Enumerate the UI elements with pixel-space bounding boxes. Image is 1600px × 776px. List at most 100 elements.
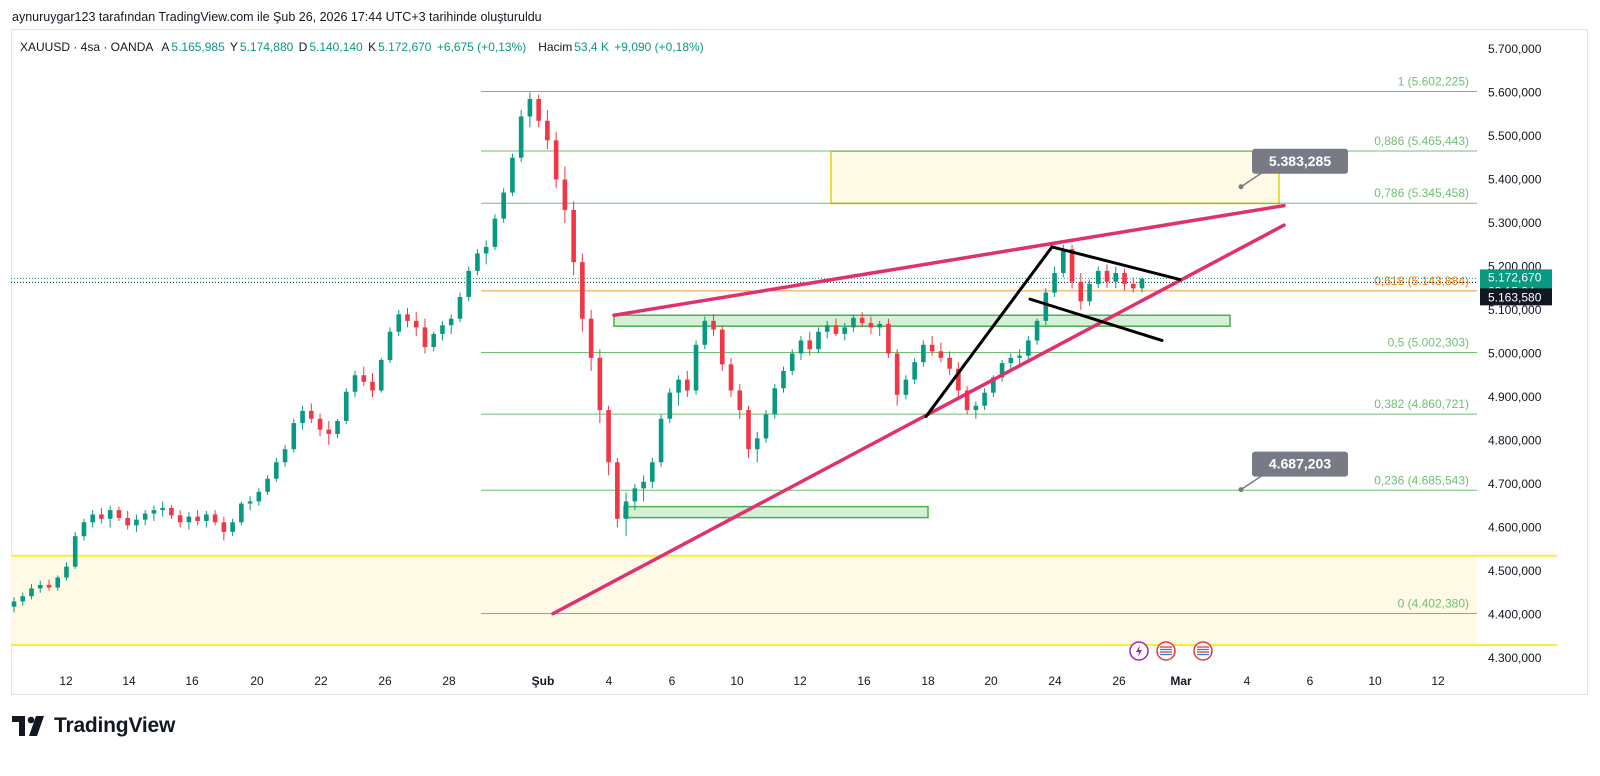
- candle-body: [55, 577, 61, 588]
- candle-body: [650, 462, 655, 482]
- candle-body: [571, 209, 576, 263]
- candle-body: [527, 99, 533, 117]
- x-tick-label: 26: [1112, 674, 1126, 688]
- us-flag-event-icon[interactable]: [1193, 641, 1213, 661]
- y-tick-label: 4.700,000: [1488, 477, 1542, 491]
- candle-body: [702, 320, 708, 345]
- candle-body: [343, 391, 349, 421]
- candle-body: [387, 331, 393, 361]
- candle-body: [833, 325, 839, 334]
- price-callout-label: 4.687,203: [1269, 456, 1331, 472]
- flag-lower-line[interactable]: [1028, 297, 1164, 342]
- price-callout[interactable]: [1252, 148, 1348, 174]
- x-tick-label: 10: [730, 674, 744, 688]
- candle-body: [483, 246, 489, 254]
- y-tick-label: 5.100,000: [1488, 303, 1542, 317]
- close-value: 5.172,670: [378, 40, 432, 54]
- candle-body: [413, 320, 419, 328]
- candle-body: [685, 379, 690, 391]
- y-tick-label: 5.700,000: [1488, 42, 1542, 56]
- candle-body: [1017, 355, 1022, 358]
- fib-level-label: 0,618 (5.143,884): [1374, 274, 1469, 288]
- fib-level-label: 0,382 (4.860,721): [1374, 397, 1469, 411]
- candle-body: [274, 462, 279, 479]
- y-tick-label: 5.400,000: [1488, 173, 1542, 187]
- tradingview-brand[interactable]: TradingView: [12, 714, 175, 738]
- candle-body: [711, 320, 716, 330]
- x-tick-label: 6: [1307, 674, 1314, 688]
- candle-body: [492, 218, 498, 247]
- supply-demand-zone: [831, 151, 1279, 204]
- candle-body: [912, 362, 917, 380]
- candle-body: [728, 364, 734, 391]
- candle-body: [309, 410, 314, 419]
- open-value: 5.165,985: [171, 40, 225, 54]
- candle-body: [798, 340, 804, 354]
- x-tick-label: 24: [1048, 674, 1062, 688]
- candle-body: [107, 510, 113, 519]
- candle-body: [361, 375, 367, 382]
- candle-body: [1043, 292, 1049, 321]
- candle-body: [405, 314, 410, 321]
- flagpole-line[interactable]: [924, 245, 1054, 419]
- support-zone: [623, 505, 929, 519]
- candle-body: [667, 392, 673, 419]
- line-price-tag: [1480, 288, 1552, 306]
- wedge-upper-trendline[interactable]: [612, 203, 1286, 317]
- tradingview-logo-icon: [12, 716, 44, 736]
- candle-body: [81, 522, 87, 537]
- x-tick-label: Mar: [1170, 674, 1192, 688]
- x-tick-label: 20: [250, 674, 264, 688]
- candle-body: [230, 522, 235, 532]
- x-tick-label: 22: [314, 674, 328, 688]
- candle-body: [396, 314, 402, 332]
- candle-body: [982, 392, 987, 406]
- x-tick-label: 20: [984, 674, 998, 688]
- last-price-value: 5.172,670: [1488, 270, 1542, 284]
- candle-body: [29, 588, 34, 597]
- us-flag-event-icon[interactable]: [1156, 641, 1176, 661]
- lightning-glyph: [1136, 645, 1142, 657]
- candle-body: [956, 368, 961, 391]
- candle-body: [265, 478, 270, 492]
- candle-body: [562, 179, 568, 210]
- wedge-lower-trendline[interactable]: [551, 223, 1286, 616]
- candle-body: [370, 381, 375, 391]
- price-callout[interactable]: [1252, 451, 1348, 477]
- candle-body: [466, 270, 471, 297]
- change-value: +6,675 (+0,13%): [436, 40, 527, 54]
- candle-body: [160, 507, 165, 511]
- candle-body: [475, 253, 480, 271]
- candle-body: [964, 390, 970, 411]
- y-tick-label: 4.900,000: [1488, 390, 1542, 404]
- callout-pointer: [1240, 474, 1263, 491]
- candle-body: [169, 507, 174, 516]
- callout-pointer: [1240, 172, 1263, 188]
- candle-body: [999, 363, 1005, 378]
- candle-body: [46, 584, 52, 588]
- y-tick-label: 5.000,000: [1488, 347, 1542, 361]
- y-tick-label: 4.500,000: [1488, 564, 1542, 578]
- candle-body: [623, 501, 629, 519]
- callout-anchor: [1238, 184, 1244, 190]
- candle-body: [518, 116, 524, 158]
- candle-body: [20, 596, 26, 602]
- candle-body: [588, 318, 594, 358]
- chart-caption: aynuruygar123 tarafından TradingView.com…: [12, 10, 542, 24]
- candle-body: [352, 375, 358, 392]
- flag-upper-line[interactable]: [1050, 245, 1182, 282]
- x-tick-label: 26: [378, 674, 392, 688]
- candle-body: [335, 420, 340, 434]
- candle-body: [973, 405, 979, 411]
- candle-body: [125, 517, 130, 526]
- candle-body: [868, 323, 874, 328]
- x-tick-label: 16: [185, 674, 199, 688]
- candle-body: [11, 601, 17, 607]
- candle-body: [221, 522, 227, 532]
- fib-level-label: 0,886 (5.465,443): [1374, 134, 1469, 148]
- candle-body: [536, 99, 541, 121]
- x-tick-label: 18: [921, 674, 935, 688]
- ticker-symbol[interactable]: XAUUSD · 4sa · OANDA: [20, 40, 154, 54]
- support-zone: [613, 314, 1231, 327]
